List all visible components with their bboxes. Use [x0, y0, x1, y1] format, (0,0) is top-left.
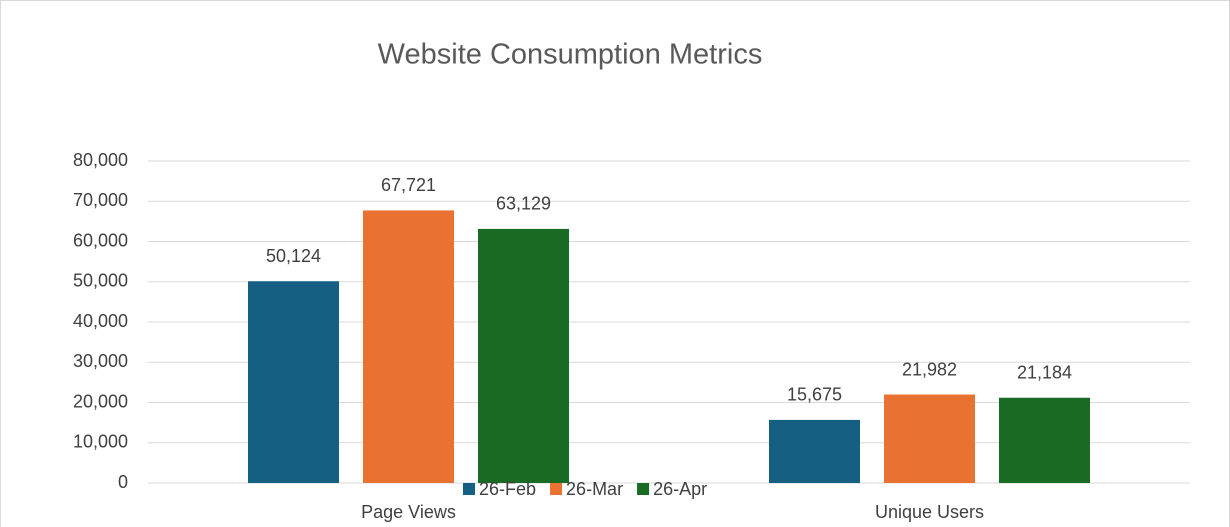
bar	[769, 419, 860, 483]
data-label: 21,982	[902, 359, 957, 379]
y-tick-label: 70,000	[73, 190, 128, 210]
chart-title: Website Consumption Metrics	[378, 39, 763, 71]
bar	[363, 210, 454, 483]
y-tick-label: 60,000	[73, 230, 128, 250]
bar	[248, 281, 339, 483]
y-tick-label: 50,000	[73, 271, 128, 291]
bar	[999, 397, 1090, 483]
y-tick-label: 0	[118, 472, 128, 492]
bar	[884, 394, 975, 483]
legend-label: 26-Mar	[566, 479, 623, 499]
data-label: 50,124	[266, 246, 321, 266]
y-tick-label: 40,000	[73, 311, 128, 331]
data-label: 21,184	[1017, 362, 1072, 382]
y-tick-label: 10,000	[73, 432, 128, 452]
data-label: 67,721	[381, 175, 436, 195]
legend-swatch	[463, 483, 475, 495]
y-tick-label: 30,000	[73, 351, 128, 371]
data-label: 63,129	[496, 194, 551, 214]
y-tick-label: 80,000	[73, 150, 128, 170]
legend-label: 26-Feb	[479, 479, 536, 499]
x-tick-label: Unique Users	[875, 502, 984, 522]
legend-label: 26-Apr	[653, 479, 707, 499]
legend-swatch	[637, 483, 650, 495]
data-label: 15,675	[787, 385, 842, 405]
y-tick-label: 20,000	[73, 391, 128, 411]
x-tick-label: Page Views	[361, 502, 456, 522]
legend-swatch	[550, 483, 563, 495]
bar	[478, 228, 569, 483]
